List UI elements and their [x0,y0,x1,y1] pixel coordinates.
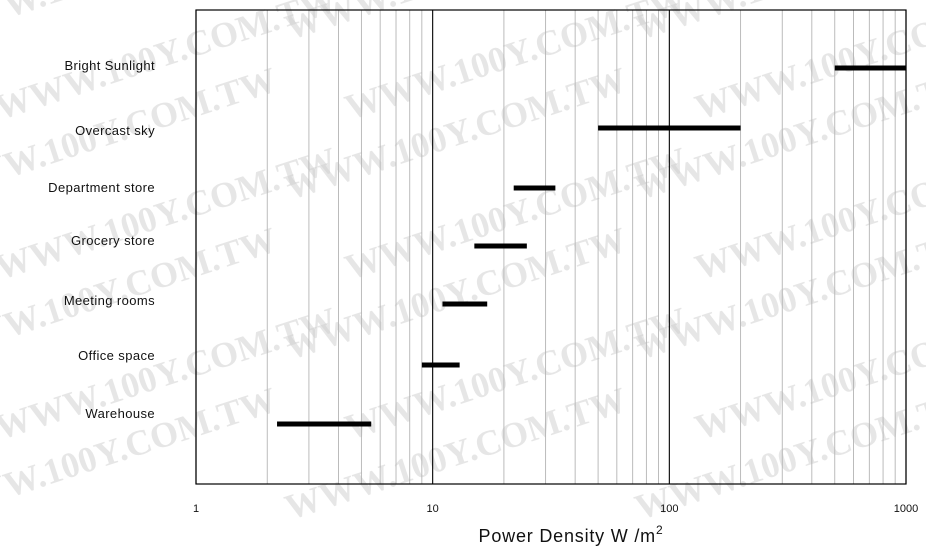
range-bar [421,362,460,368]
category-label: Department store [48,180,155,195]
category-label: Overcast sky [75,123,155,138]
x-tick-labels: 1 10 100 1000 [193,503,918,515]
range-bar [474,243,527,249]
x-tick-label: 1000 [894,503,918,515]
range-bar [513,185,556,191]
x-tick-label: 1 [193,503,199,515]
category-label: Office space [78,348,155,363]
watermark-layer: WWW.100Y.COM.TWWWW.100Y.COM.TWWWW.100Y.C… [0,0,926,528]
x-tick-label: 10 [427,503,439,515]
category-label: Meeting rooms [64,293,155,308]
plot-frame [195,9,907,485]
range-bar [442,301,488,307]
range-bar [834,65,906,71]
category-label: Grocery store [71,233,155,248]
x-axis-title-superscript: 2 [656,523,663,537]
category-label: Bright Sunlight [64,58,155,73]
x-axis-title-main: Power Density W /m [479,526,656,546]
category-label: Warehouse [85,406,155,421]
category-labels: Bright Sunlight Overcast sky Department st… [48,58,155,421]
range-bar [277,421,372,427]
range-bars [277,65,906,427]
x-axis-title: Power Density W /m2 [479,523,664,546]
range-bar [598,125,741,131]
x-tick-label: 100 [660,503,678,515]
